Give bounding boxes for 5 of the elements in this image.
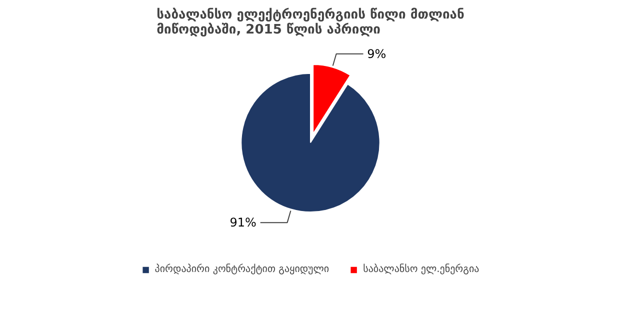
legend-label: პირდაპირი კონტრაქტით გაყიდული [154,264,330,275]
legend-label: საბალანსო ელ.ენერგია [363,264,480,275]
data-label: 9% [367,46,386,61]
chart-title: საბალანსო ელექტროენერგიის წილი მთლიან მიწოდებაში, 2015 წლის აპრილი [156,8,464,38]
data-label: 91% [230,216,256,230]
